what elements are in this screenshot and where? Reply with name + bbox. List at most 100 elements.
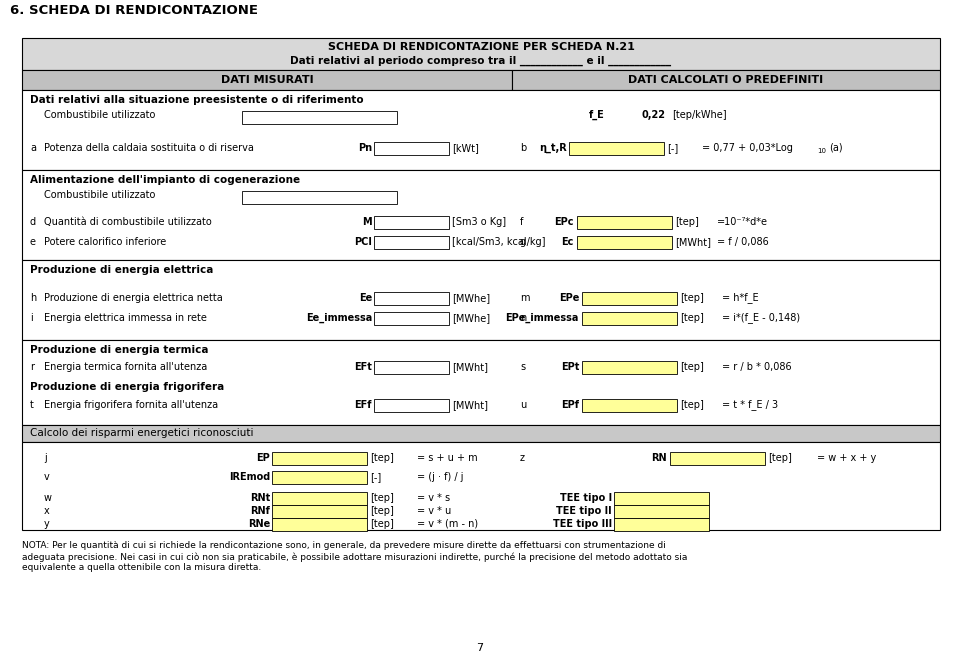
Bar: [582, 399, 677, 412]
Text: = v * u: = v * u: [417, 506, 451, 516]
Text: d: d: [30, 217, 36, 227]
Text: Ec: Ec: [562, 237, 574, 247]
Bar: [582, 312, 677, 325]
Text: Ee: Ee: [359, 293, 372, 303]
Text: EPt: EPt: [561, 362, 579, 372]
Bar: [374, 216, 449, 229]
Text: RNt: RNt: [250, 493, 270, 503]
Bar: [22, 340, 940, 425]
Text: = i*(f_E - 0,148): = i*(f_E - 0,148): [722, 313, 800, 323]
Bar: [614, 492, 709, 505]
Text: IREmod: IREmod: [228, 472, 270, 482]
Bar: [22, 90, 940, 170]
Text: [tep]: [tep]: [680, 362, 704, 372]
Text: EPe: EPe: [559, 293, 579, 303]
Text: TEE tipo II: TEE tipo II: [557, 506, 612, 516]
Text: [tep]: [tep]: [680, 293, 704, 303]
Bar: [272, 492, 367, 505]
Text: PCI: PCI: [354, 237, 372, 247]
Bar: [670, 452, 765, 465]
Text: g: g: [520, 237, 526, 247]
Text: η_t,R: η_t,R: [540, 143, 567, 153]
Text: Pn: Pn: [358, 143, 372, 153]
Text: v: v: [44, 472, 50, 482]
Text: equivalente a quella ottenibile con la misura diretta.: equivalente a quella ottenibile con la m…: [22, 564, 261, 572]
Bar: [272, 471, 367, 484]
Text: [MWhe]: [MWhe]: [452, 313, 491, 323]
Text: n: n: [520, 313, 526, 323]
Text: Produzione di energia frigorifera: Produzione di energia frigorifera: [30, 382, 225, 392]
Text: = v * (m - n): = v * (m - n): [417, 519, 478, 529]
Bar: [242, 191, 397, 204]
Bar: [22, 38, 940, 70]
Text: DATI MISURATI: DATI MISURATI: [221, 75, 313, 85]
Text: EFf: EFf: [354, 400, 372, 410]
Text: b: b: [520, 143, 526, 153]
Text: 0,22: 0,22: [642, 110, 666, 120]
Text: = h*f_E: = h*f_E: [722, 292, 758, 304]
Text: = r / b * 0,086: = r / b * 0,086: [722, 362, 792, 372]
Bar: [614, 518, 709, 531]
Text: [-]: [-]: [667, 143, 679, 153]
Text: Alimentazione dell'impianto di cogenerazione: Alimentazione dell'impianto di cogeneraz…: [30, 175, 300, 185]
Text: DATI CALCOLATI O PREDEFINITI: DATI CALCOLATI O PREDEFINITI: [629, 75, 824, 85]
Bar: [22, 170, 940, 260]
Text: [tep]: [tep]: [370, 519, 394, 529]
Text: = w + x + y: = w + x + y: [817, 453, 876, 463]
Text: a: a: [30, 143, 36, 153]
Text: [Sm3 o Kg]: [Sm3 o Kg]: [452, 217, 506, 227]
Text: [tep]: [tep]: [370, 506, 394, 516]
Text: j: j: [44, 453, 47, 463]
Text: w: w: [44, 493, 52, 503]
Bar: [374, 399, 449, 412]
Text: [tep/kWhe]: [tep/kWhe]: [672, 110, 727, 120]
Text: y: y: [44, 519, 50, 529]
Text: [MWht]: [MWht]: [452, 400, 488, 410]
Text: EPf: EPf: [561, 400, 579, 410]
Text: Dati relativi al periodo compreso tra il ____________ e il ____________: Dati relativi al periodo compreso tra il…: [291, 56, 672, 66]
Bar: [582, 292, 677, 305]
Text: Potere calorifico inferiore: Potere calorifico inferiore: [44, 237, 166, 247]
Text: [tep]: [tep]: [680, 400, 704, 410]
Text: h: h: [30, 293, 36, 303]
Text: TEE tipo I: TEE tipo I: [560, 493, 612, 503]
Text: Produzione di energia elettrica netta: Produzione di energia elettrica netta: [44, 293, 223, 303]
Bar: [374, 361, 449, 374]
Text: Ee_immessa: Ee_immessa: [305, 313, 372, 323]
Bar: [272, 505, 367, 518]
Text: = 0,77 + 0,03*Log: = 0,77 + 0,03*Log: [702, 143, 793, 153]
Bar: [272, 518, 367, 531]
Bar: [22, 70, 512, 90]
Bar: [577, 236, 672, 249]
Text: Energia termica fornita all'utenza: Energia termica fornita all'utenza: [44, 362, 207, 372]
Bar: [614, 505, 709, 518]
Text: m: m: [520, 293, 530, 303]
Text: [-]: [-]: [370, 472, 381, 482]
Bar: [22, 442, 940, 530]
Bar: [22, 260, 940, 340]
Text: RNf: RNf: [251, 506, 270, 516]
Text: [tep]: [tep]: [675, 217, 699, 227]
Text: Potenza della caldaia sostituita o di riserva: Potenza della caldaia sostituita o di ri…: [44, 143, 253, 153]
Text: [tep]: [tep]: [370, 453, 394, 463]
Text: 6. SCHEDA DI RENDICONTAZIONE: 6. SCHEDA DI RENDICONTAZIONE: [10, 5, 258, 18]
Text: = t * f_E / 3: = t * f_E / 3: [722, 399, 779, 411]
Text: adeguata precisione. Nei casi in cui ciò non sia praticabile, è possibile adotta: adeguata precisione. Nei casi in cui ciò…: [22, 552, 687, 562]
Text: [MWht]: [MWht]: [675, 237, 711, 247]
Text: Produzione di energia elettrica: Produzione di energia elettrica: [30, 265, 213, 275]
Text: [kWt]: [kWt]: [452, 143, 479, 153]
Text: NOTA: Per le quantità di cui si richiede la rendicontazione sono, in generale, d: NOTA: Per le quantità di cui si richiede…: [22, 541, 666, 550]
Text: =10⁻⁷*d*e: =10⁻⁷*d*e: [717, 217, 768, 227]
Text: = s + u + m: = s + u + m: [417, 453, 478, 463]
Bar: [22, 425, 940, 442]
Text: t: t: [30, 400, 34, 410]
Text: i: i: [30, 313, 33, 323]
Text: Dati relativi alla situazione preesistente o di riferimento: Dati relativi alla situazione preesisten…: [30, 95, 364, 105]
Text: Combustibile utilizzato: Combustibile utilizzato: [44, 110, 156, 120]
Text: RN: RN: [652, 453, 667, 463]
Text: = (j · f) / j: = (j · f) / j: [417, 472, 464, 482]
Text: [MWhe]: [MWhe]: [452, 293, 491, 303]
Text: x: x: [44, 506, 50, 516]
Bar: [374, 142, 449, 155]
Text: 7: 7: [476, 643, 484, 653]
